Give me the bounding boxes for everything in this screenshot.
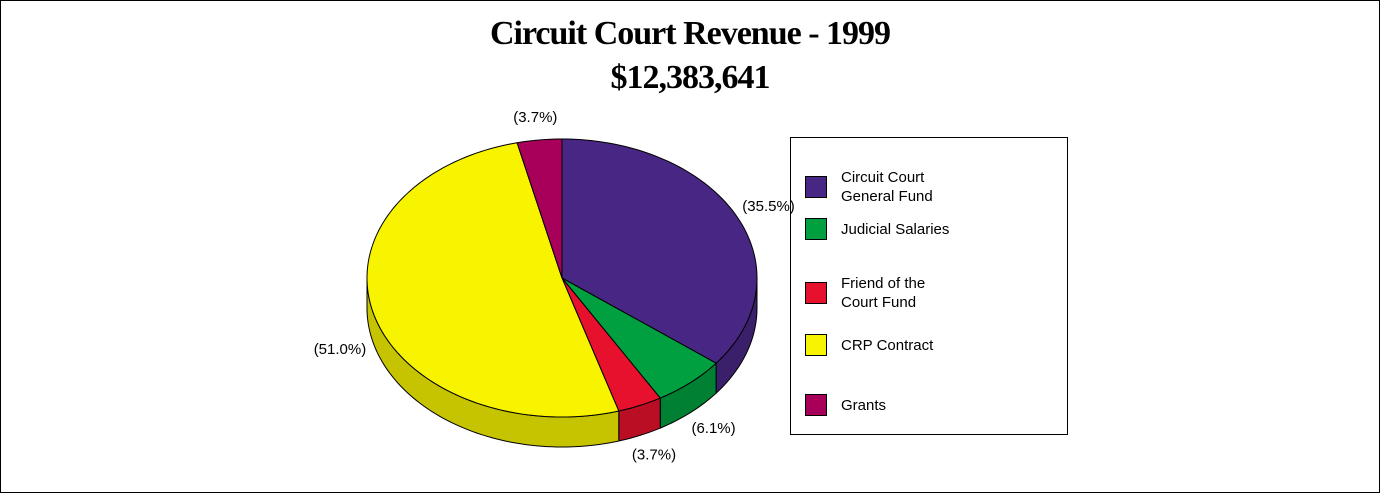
legend-item: Judicial Salaries <box>805 218 1045 240</box>
legend-label: Grants <box>841 396 887 414</box>
legend-item: Friend of the Court Fund <box>805 274 1045 312</box>
value-label: (3.7%) <box>632 447 676 464</box>
value-label: (6.1%) <box>691 420 735 437</box>
legend-label: CRP Contract <box>841 336 934 354</box>
chart-title: Circuit Court Revenue - 1999 <box>490 15 890 52</box>
legend-item: Circuit Court General Fund <box>805 168 1045 206</box>
legend: Circuit Court General Fund Judicial Salar… <box>790 137 1068 435</box>
value-label: (3.7%) <box>513 109 557 126</box>
value-label: (35.5%) <box>742 198 795 215</box>
legend-label: Friend of the Court Fund <box>841 275 926 311</box>
legend-swatch <box>805 218 827 240</box>
legend-swatch <box>805 394 827 416</box>
pie-slice <box>561 277 662 412</box>
legend-label: Judicial Salaries <box>841 220 950 238</box>
legend-label: Circuit Court General Fund <box>841 169 933 205</box>
legend-item: Grants <box>805 394 1045 416</box>
pie-slice <box>366 142 620 418</box>
pie-slice <box>561 138 758 364</box>
legend-swatch <box>805 334 827 356</box>
pie-slice <box>516 138 563 279</box>
value-label: (51.0%) <box>314 341 367 358</box>
pie-slice <box>561 277 717 399</box>
legend-item: CRP Contract <box>805 334 1045 356</box>
legend-swatch <box>805 282 827 304</box>
chart-subtitle: $12,383,641 <box>611 59 770 96</box>
legend-swatch <box>805 176 827 198</box>
